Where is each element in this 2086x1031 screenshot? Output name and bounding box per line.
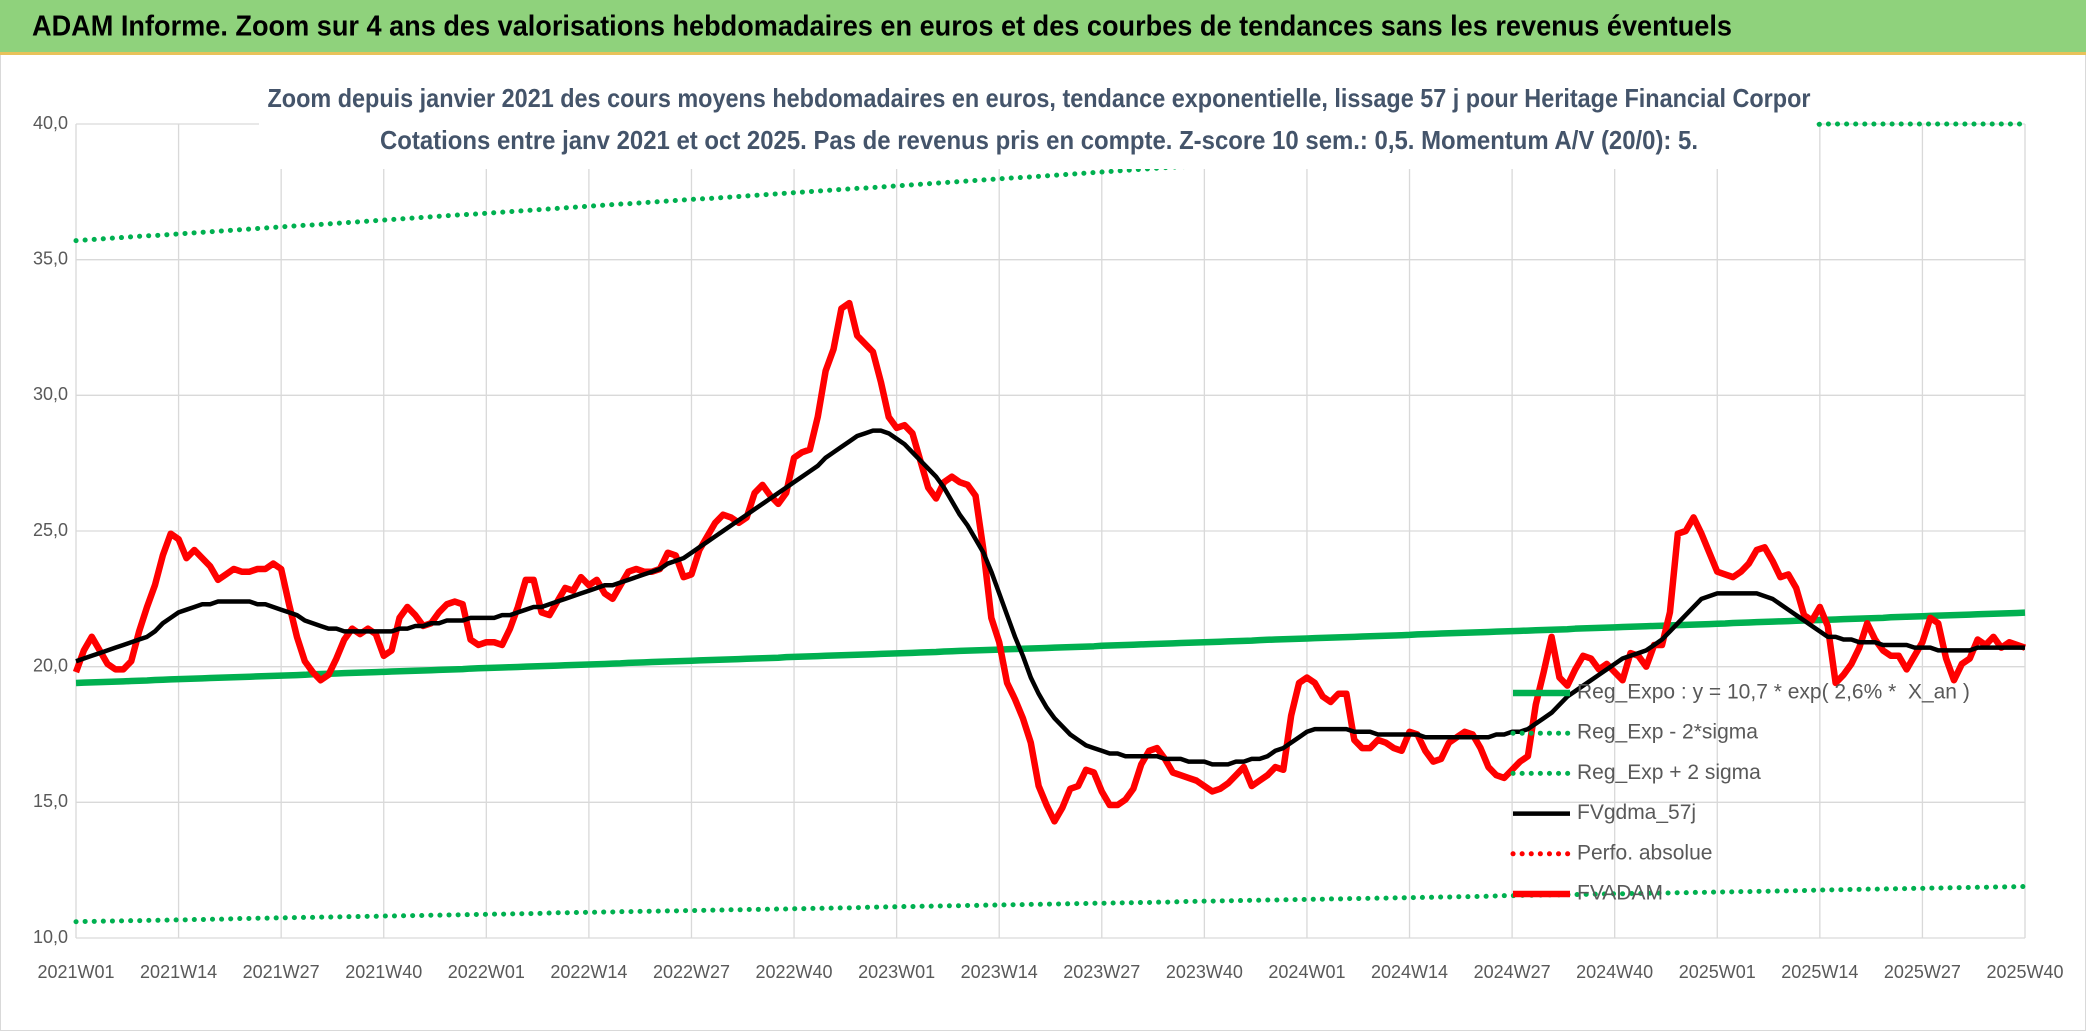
- x-tick-label: 2023W14: [961, 962, 1038, 982]
- series-line: [72, 299, 2027, 825]
- plot-area: 10,0 15,0 20,0 25,0 30,0 35,0 40,0 2021W01 2021W…: [33, 113, 2064, 982]
- x-tick-label: 2021W27: [243, 962, 320, 982]
- series-line: [75, 428, 2025, 767]
- x-tick-label: 2024W14: [1371, 962, 1448, 982]
- legend: Reg_Expo : y = 10,7 * exp( 2,6% * X_an )…: [1510, 681, 1970, 905]
- x-tick-label: 2022W14: [550, 962, 627, 982]
- y-tick-label: 25,0: [33, 520, 68, 540]
- legend-label: Reg_Exp + 2 sigma: [1577, 761, 1761, 784]
- legend-label: Reg_Expo : y = 10,7 * exp( 2,6% * X_an ): [1577, 681, 1970, 704]
- legend-label: FVgdma_57j: [1577, 801, 1696, 824]
- x-tick-label: 2021W14: [140, 962, 217, 982]
- y-tick-label: 20,0: [33, 655, 68, 675]
- y-tick-label: 40,0: [33, 113, 68, 133]
- x-tick-label: 2025W40: [1986, 962, 2063, 982]
- x-tick-label: 2024W27: [1474, 962, 1551, 982]
- subtitle: Cotations entre janv 2021 et oct 2025. P…: [380, 125, 1698, 155]
- legend-label: Perfo. absolue: [1577, 841, 1712, 864]
- x-tick-label: 2022W40: [756, 962, 833, 982]
- x-tick-label: 2024W40: [1576, 962, 1653, 982]
- x-tick-label: 2021W01: [37, 962, 114, 982]
- x-tick-label: 2023W27: [1063, 962, 1140, 982]
- x-tick-label: 2025W27: [1884, 962, 1961, 982]
- x-tick-label: 2023W40: [1166, 962, 1243, 982]
- x-tick-label: 2025W14: [1781, 962, 1858, 982]
- x-tick-label: 2025W01: [1679, 962, 1756, 982]
- title-bar: [0, 0, 2086, 53]
- y-tick-label: 10,0: [33, 927, 68, 947]
- x-tick-label: 2022W01: [448, 962, 525, 982]
- x-tick-label: 2023W01: [858, 962, 935, 982]
- x-tick-label: 2022W27: [653, 962, 730, 982]
- title-bar-edge: [0, 52, 2086, 55]
- x-tick-label: 2024W01: [1268, 962, 1345, 982]
- legend-label: Reg_Exp - 2*sigma: [1577, 721, 1758, 744]
- y-tick-label: 35,0: [33, 248, 68, 268]
- subtitle: Zoom depuis janvier 2021 des cours moyen…: [268, 83, 1811, 113]
- series-line: [75, 609, 2026, 687]
- x-tick-label: 2021W40: [345, 962, 422, 982]
- subtitle-box: [259, 77, 1816, 169]
- y-tick-label: 15,0: [33, 791, 68, 811]
- chart-title: ADAM Informe. Zoom sur 4 ans des valoris…: [32, 11, 1732, 43]
- series-line: [73, 883, 2028, 925]
- legend-label: FVADAM: [1577, 882, 1663, 905]
- y-tick-label: 30,0: [33, 384, 68, 404]
